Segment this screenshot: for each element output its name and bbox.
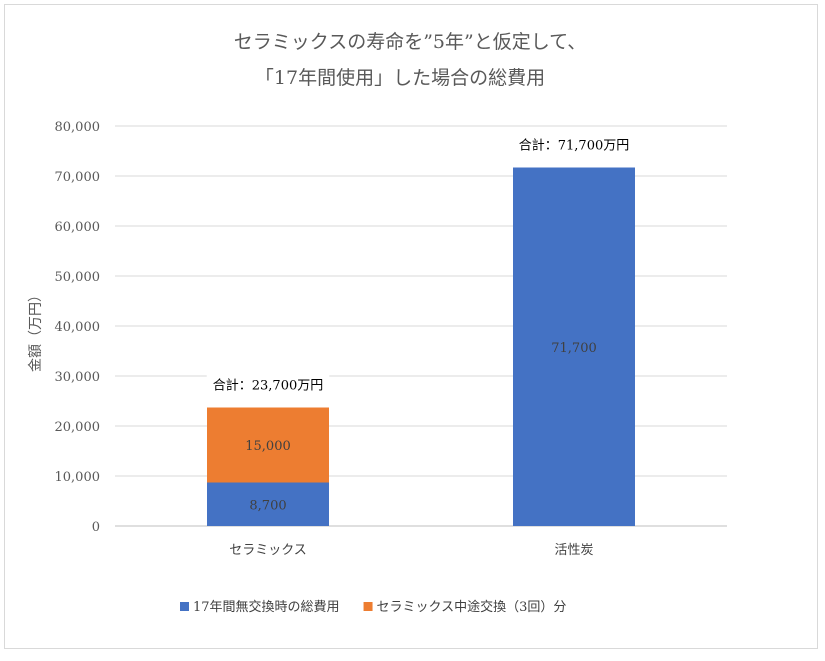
legend-swatch <box>180 602 189 611</box>
y-tick-label: 10,000 <box>55 470 101 485</box>
chart-title: セラミックスの寿命を”5年”と仮定して、 「17年間使用」した場合の総費用 <box>234 31 586 89</box>
y-axis-ticks: 0 10,000 20,000 30,000 40,000 50,000 60,000 70,… <box>55 120 101 535</box>
total-label: 合計：71,700万円 <box>519 138 630 154</box>
legend-label: 17年間無交換時の総費用 <box>193 599 340 615</box>
y-tick-label: 30,000 <box>55 370 101 385</box>
data-label: 71,700 <box>551 341 597 356</box>
y-tick-label: 70,000 <box>55 170 101 185</box>
x-axis-categories: セラミックス 活性炭 <box>229 543 593 558</box>
title-line-2: 「17年間使用」した場合の総費用 <box>255 67 545 89</box>
y-tick-label: 60,000 <box>55 220 101 235</box>
bar-segment <box>207 407 329 483</box>
category-label: セラミックス <box>229 543 307 558</box>
y-tick-label: 0 <box>92 520 100 535</box>
total-label: 合計：23,700万円 <box>213 378 324 394</box>
category-label: 活性炭 <box>554 543 593 558</box>
legend-label: セラミックス中途交換（3回）分 <box>377 599 567 615</box>
gridlines <box>115 125 727 527</box>
data-label: 15,000 <box>245 439 291 454</box>
bar-segment <box>207 482 329 526</box>
total-labels: 合計：23,700万円 合計：71,700万円 <box>206 135 636 396</box>
y-tick-label: 80,000 <box>55 120 101 135</box>
legend-swatch <box>363 602 373 611</box>
y-axis-label: 金額（万円） <box>28 288 44 372</box>
total-label-background <box>512 135 636 156</box>
title-line-1: セラミックスの寿命を”5年”と仮定して、 <box>234 31 586 53</box>
y-tick-label: 20,000 <box>55 420 101 435</box>
y-tick-label: 50,000 <box>55 270 101 285</box>
total-label-background <box>206 375 330 396</box>
y-tick-label: 40,000 <box>55 320 101 335</box>
data-label: 8,700 <box>249 498 286 513</box>
bar-segment <box>513 167 635 526</box>
legend: 17年間無交換時の総費用 セラミックス中途交換（3回）分 <box>180 599 566 615</box>
bars: 8,700 15,000 71,700 <box>207 167 635 526</box>
